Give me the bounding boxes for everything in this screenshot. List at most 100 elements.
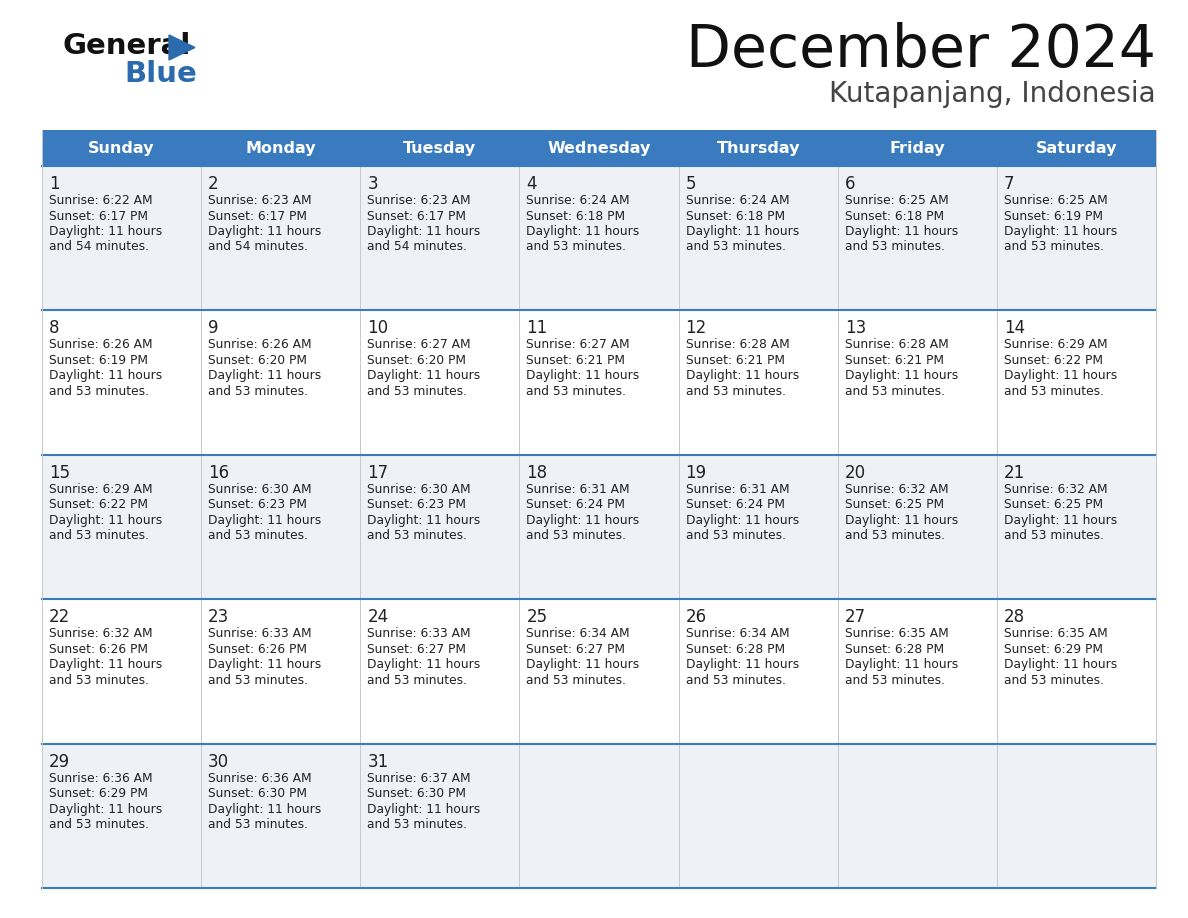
Text: Sunrise: 6:22 AM: Sunrise: 6:22 AM	[49, 194, 152, 207]
Text: Daylight: 11 hours: Daylight: 11 hours	[526, 225, 639, 238]
Text: Sunrise: 6:30 AM: Sunrise: 6:30 AM	[208, 483, 311, 496]
Text: 29: 29	[49, 753, 70, 770]
Text: Sunset: 6:17 PM: Sunset: 6:17 PM	[49, 209, 148, 222]
Text: Daylight: 11 hours: Daylight: 11 hours	[208, 802, 322, 815]
Text: 24: 24	[367, 609, 388, 626]
Text: Kutapanjang, Indonesia: Kutapanjang, Indonesia	[829, 80, 1156, 108]
Text: Sunrise: 6:35 AM: Sunrise: 6:35 AM	[845, 627, 948, 640]
Text: Daylight: 11 hours: Daylight: 11 hours	[208, 658, 322, 671]
Text: Daylight: 11 hours: Daylight: 11 hours	[49, 514, 163, 527]
Text: and 53 minutes.: and 53 minutes.	[1004, 674, 1104, 687]
Text: and 53 minutes.: and 53 minutes.	[526, 674, 626, 687]
Text: 6: 6	[845, 175, 855, 193]
Text: Daylight: 11 hours: Daylight: 11 hours	[49, 658, 163, 671]
Text: Sunrise: 6:32 AM: Sunrise: 6:32 AM	[1004, 483, 1107, 496]
Text: Sunrise: 6:29 AM: Sunrise: 6:29 AM	[49, 483, 152, 496]
Text: and 54 minutes.: and 54 minutes.	[367, 241, 467, 253]
Text: 28: 28	[1004, 609, 1025, 626]
Text: Sunset: 6:28 PM: Sunset: 6:28 PM	[845, 643, 943, 655]
Text: Daylight: 11 hours: Daylight: 11 hours	[1004, 658, 1117, 671]
Text: Blue: Blue	[124, 60, 197, 88]
Text: and 54 minutes.: and 54 minutes.	[208, 241, 308, 253]
Text: 23: 23	[208, 609, 229, 626]
Text: 19: 19	[685, 464, 707, 482]
Text: Sunset: 6:18 PM: Sunset: 6:18 PM	[845, 209, 943, 222]
Text: Sunrise: 6:31 AM: Sunrise: 6:31 AM	[685, 483, 789, 496]
Text: Sunrise: 6:25 AM: Sunrise: 6:25 AM	[1004, 194, 1107, 207]
Text: Wednesday: Wednesday	[548, 140, 651, 155]
Text: and 53 minutes.: and 53 minutes.	[1004, 385, 1104, 397]
Text: 2: 2	[208, 175, 219, 193]
Text: Sunrise: 6:24 AM: Sunrise: 6:24 AM	[526, 194, 630, 207]
Text: Monday: Monday	[246, 140, 316, 155]
Text: Daylight: 11 hours: Daylight: 11 hours	[49, 369, 163, 383]
Text: Daylight: 11 hours: Daylight: 11 hours	[367, 802, 480, 815]
Text: Sunrise: 6:26 AM: Sunrise: 6:26 AM	[49, 339, 152, 352]
Text: Tuesday: Tuesday	[403, 140, 476, 155]
Text: Sunset: 6:17 PM: Sunset: 6:17 PM	[367, 209, 466, 222]
Text: 10: 10	[367, 319, 388, 338]
Text: and 53 minutes.: and 53 minutes.	[367, 674, 467, 687]
Text: Daylight: 11 hours: Daylight: 11 hours	[685, 658, 798, 671]
Text: Daylight: 11 hours: Daylight: 11 hours	[685, 369, 798, 383]
Text: Sunset: 6:20 PM: Sunset: 6:20 PM	[208, 354, 308, 367]
Text: 21: 21	[1004, 464, 1025, 482]
Text: 4: 4	[526, 175, 537, 193]
Text: 30: 30	[208, 753, 229, 770]
Text: and 53 minutes.: and 53 minutes.	[685, 674, 785, 687]
Text: and 53 minutes.: and 53 minutes.	[208, 674, 308, 687]
Text: 7: 7	[1004, 175, 1015, 193]
Text: Daylight: 11 hours: Daylight: 11 hours	[526, 369, 639, 383]
Text: and 53 minutes.: and 53 minutes.	[367, 385, 467, 397]
Text: and 53 minutes.: and 53 minutes.	[845, 241, 944, 253]
Text: and 53 minutes.: and 53 minutes.	[526, 530, 626, 543]
Text: Sunset: 6:24 PM: Sunset: 6:24 PM	[526, 498, 625, 511]
Text: and 53 minutes.: and 53 minutes.	[685, 241, 785, 253]
Text: 18: 18	[526, 464, 548, 482]
Text: 12: 12	[685, 319, 707, 338]
Text: Sunrise: 6:36 AM: Sunrise: 6:36 AM	[208, 772, 311, 785]
Text: 13: 13	[845, 319, 866, 338]
Bar	[42, 454, 1156, 599]
Text: Sunset: 6:22 PM: Sunset: 6:22 PM	[1004, 354, 1102, 367]
Text: Sunrise: 6:28 AM: Sunrise: 6:28 AM	[685, 339, 789, 352]
Text: Sunrise: 6:33 AM: Sunrise: 6:33 AM	[208, 627, 311, 640]
Text: Sunset: 6:27 PM: Sunset: 6:27 PM	[526, 643, 625, 655]
Text: and 53 minutes.: and 53 minutes.	[526, 385, 626, 397]
Text: Sunrise: 6:32 AM: Sunrise: 6:32 AM	[49, 627, 152, 640]
Text: Sunrise: 6:32 AM: Sunrise: 6:32 AM	[845, 483, 948, 496]
Text: and 53 minutes.: and 53 minutes.	[208, 530, 308, 543]
Bar	[42, 744, 1156, 888]
Text: Sunset: 6:30 PM: Sunset: 6:30 PM	[367, 787, 466, 800]
Text: 5: 5	[685, 175, 696, 193]
Polygon shape	[169, 35, 195, 60]
Text: Daylight: 11 hours: Daylight: 11 hours	[367, 514, 480, 527]
Text: 20: 20	[845, 464, 866, 482]
Text: Sunset: 6:28 PM: Sunset: 6:28 PM	[685, 643, 785, 655]
Bar	[42, 599, 1156, 744]
Text: and 53 minutes.: and 53 minutes.	[526, 241, 626, 253]
Text: and 53 minutes.: and 53 minutes.	[1004, 530, 1104, 543]
Text: Sunrise: 6:26 AM: Sunrise: 6:26 AM	[208, 339, 311, 352]
Text: December 2024: December 2024	[685, 22, 1156, 79]
Text: General: General	[62, 32, 190, 60]
Text: Daylight: 11 hours: Daylight: 11 hours	[367, 225, 480, 238]
Text: 1: 1	[49, 175, 59, 193]
Text: Sunrise: 6:35 AM: Sunrise: 6:35 AM	[1004, 627, 1107, 640]
Text: Daylight: 11 hours: Daylight: 11 hours	[208, 225, 322, 238]
Text: Daylight: 11 hours: Daylight: 11 hours	[1004, 514, 1117, 527]
Text: Sunset: 6:21 PM: Sunset: 6:21 PM	[685, 354, 784, 367]
Text: and 53 minutes.: and 53 minutes.	[49, 385, 148, 397]
Text: Sunrise: 6:24 AM: Sunrise: 6:24 AM	[685, 194, 789, 207]
Text: Sunset: 6:27 PM: Sunset: 6:27 PM	[367, 643, 466, 655]
Text: 8: 8	[49, 319, 59, 338]
Text: Sunrise: 6:30 AM: Sunrise: 6:30 AM	[367, 483, 470, 496]
Text: Daylight: 11 hours: Daylight: 11 hours	[526, 514, 639, 527]
Text: 31: 31	[367, 753, 388, 770]
Text: Sunset: 6:24 PM: Sunset: 6:24 PM	[685, 498, 784, 511]
Bar	[42, 310, 1156, 454]
Text: Sunset: 6:21 PM: Sunset: 6:21 PM	[845, 354, 943, 367]
Text: Sunrise: 6:34 AM: Sunrise: 6:34 AM	[526, 627, 630, 640]
Text: Sunrise: 6:27 AM: Sunrise: 6:27 AM	[526, 339, 630, 352]
Text: 16: 16	[208, 464, 229, 482]
